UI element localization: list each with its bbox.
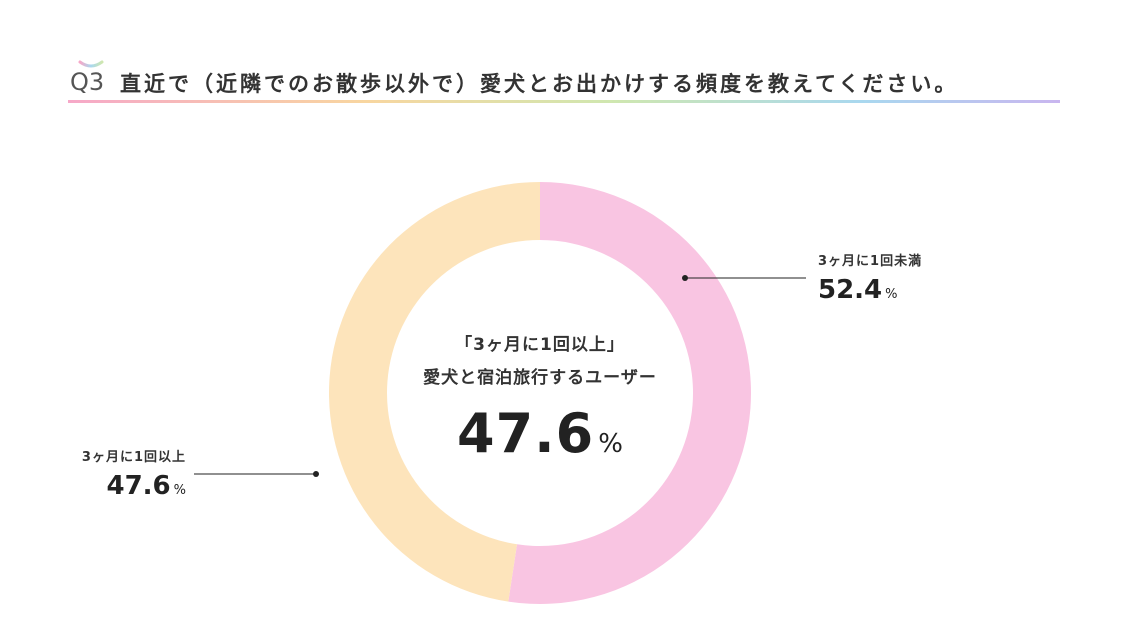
center-caption-line1: 「3ヶ月に1回以上」 — [455, 335, 625, 355]
slice-label-value: 47.6% — [58, 471, 186, 501]
donut-center-text: 「3ヶ月に1回以上」 愛犬と宿泊旅行するユーザー 47.6% — [340, 330, 740, 465]
center-caption-line2: 愛犬と宿泊旅行するユーザー — [423, 368, 657, 388]
chart-header: Q3 直近で（近隣でのお散歩以外で）愛犬とお出かけする頻度を教えてください。 — [68, 60, 1060, 104]
center-value-unit: % — [598, 429, 623, 459]
slice-label-number: 52.4 — [818, 275, 883, 305]
leader-line-over-3months-dot — [313, 471, 319, 477]
slice-label-number: 47.6 — [106, 471, 171, 501]
rainbow-arc-icon — [78, 60, 104, 68]
slice-label-unit: % — [885, 287, 898, 302]
slice-label-name: 3ヶ月に1回未満 — [818, 254, 923, 269]
chart-title: 直近で（近隣でのお散歩以外で）愛犬とお出かけする頻度を教えてください。 — [120, 72, 959, 96]
donut-slice-1 — [329, 182, 540, 602]
donut-slice-0 — [508, 182, 752, 604]
center-value: 47.6% — [340, 402, 740, 465]
question-number: Q3 — [70, 68, 105, 96]
center-value-number: 47.6 — [457, 402, 595, 465]
slice-label-over-3months: 3ヶ月に1回以上 47.6% — [58, 446, 186, 501]
title-underline — [68, 100, 1060, 103]
slice-label-value: 52.4% — [818, 275, 922, 305]
slice-label-unit: % — [173, 483, 186, 498]
leader-line-under-3months-dot — [682, 275, 688, 281]
slice-label-under-3months: 3ヶ月に1回未満 52.4% — [818, 250, 922, 305]
question-badge: Q3 — [68, 60, 112, 100]
slice-label-name: 3ヶ月に1回以上 — [81, 450, 186, 465]
